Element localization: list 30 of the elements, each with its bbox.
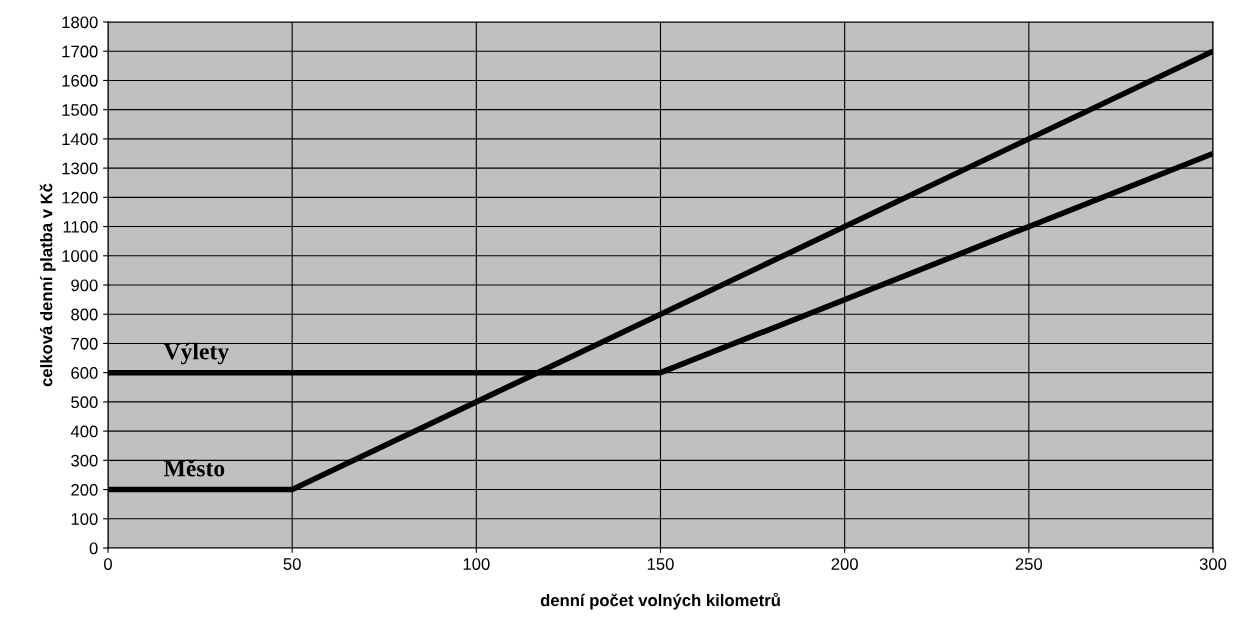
x-tick-label: 50 [283, 558, 301, 570]
y-tick-label: 200 [71, 483, 98, 496]
y-tick-label: 900 [71, 279, 98, 292]
y-tick-label: 1500 [62, 104, 98, 116]
y-axis-title: celková denní platba v Kč [39, 183, 56, 387]
y-tick-label: 300 [71, 454, 98, 467]
x-tick-label: 250 [1015, 558, 1043, 570]
y-tick-label: 1300 [62, 162, 98, 175]
y-tick-label: 400 [70, 425, 98, 438]
y-tick-label: 1600 [62, 74, 98, 87]
x-tick-label: 0 [104, 558, 112, 570]
y-tick-label: 1400 [62, 133, 98, 146]
y-tick-label: 800 [71, 308, 98, 321]
series-label: Město [163, 459, 225, 477]
y-tick-label: 100 [71, 513, 98, 525]
x-tick-label: 100 [463, 558, 490, 570]
series-label: Výlety [163, 342, 229, 365]
y-tick-label: 0 [89, 542, 98, 555]
y-tick-label: 1000 [62, 250, 98, 262]
y-tick-label: 700 [71, 337, 98, 350]
y-tick-label: 1100 [63, 220, 98, 233]
x-tick-label: 200 [831, 558, 858, 570]
x-tick-label: 150 [647, 558, 674, 570]
y-tick-label: 1700 [62, 45, 98, 58]
x-axis-title: denní počet volných kilometrů [540, 592, 780, 610]
y-tick-label: 1200 [62, 191, 98, 204]
x-tick-label: 300 [1199, 558, 1227, 570]
y-tick-label: 500 [71, 396, 98, 409]
y-tick-label: 600 [71, 367, 98, 379]
y-tick-label: 1800 [62, 16, 98, 29]
